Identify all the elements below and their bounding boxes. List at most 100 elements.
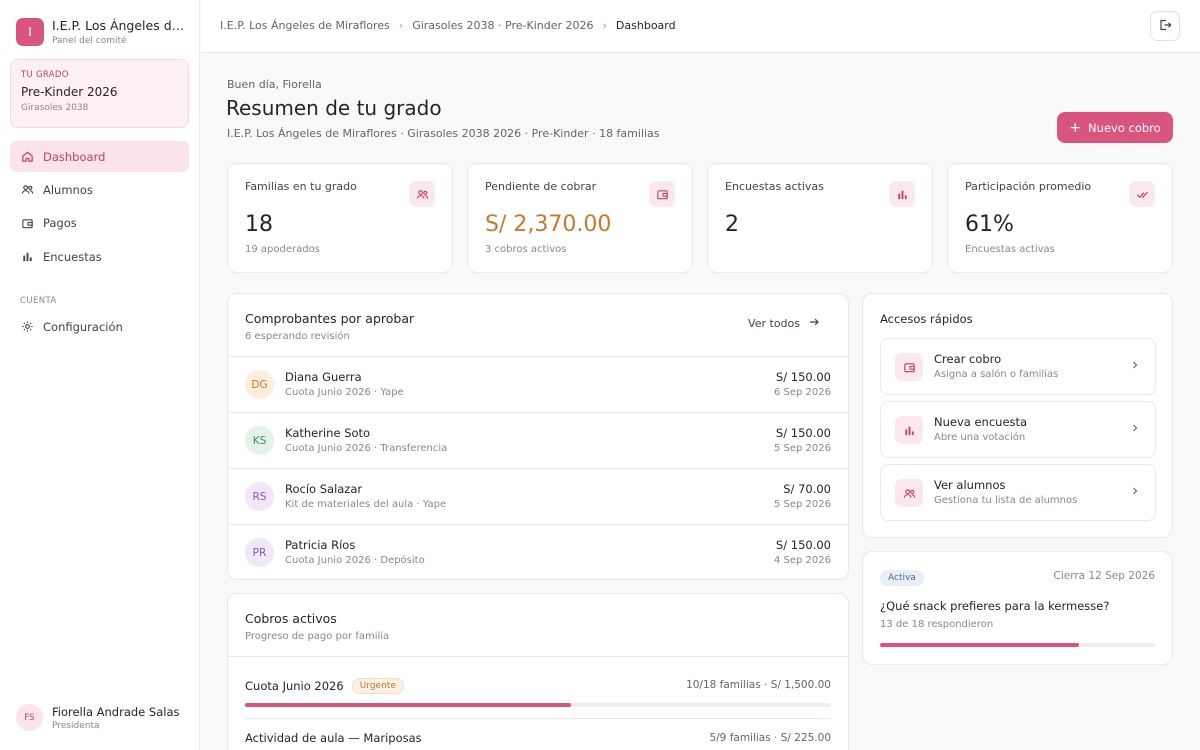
avatar: KS (245, 426, 274, 455)
row-description: Cuota Junio 2026 · Yape (285, 387, 404, 398)
brand-logo: I (16, 18, 44, 46)
charge-item[interactable]: Cuota Junio 2026 Urgente 10/18 familias … (245, 657, 831, 719)
nav-label: Pagos (43, 216, 77, 231)
stat-card-families: Familias en tu grado 18 19 apoderados (227, 163, 453, 273)
user-profile[interactable]: FS Fiorella Andrade Salas Presidenta (16, 704, 180, 731)
active-charges-card: Cobros activos Progreso de pago por fami… (227, 593, 849, 750)
quick-title: Crear cobro (934, 352, 1002, 366)
stat-label: Participación promedio (965, 180, 1092, 193)
row-date: 6 Sep 2026 (773, 387, 831, 398)
breadcrumb-grade[interactable]: Girasoles 2038 · Pre-Kinder 2026 (412, 19, 594, 32)
grade-card[interactable]: TU GRADO Pre-Kinder 2026 Girasoles 2038 (10, 59, 189, 128)
nav-label: Encuestas (43, 249, 102, 264)
breadcrumb: I.E.P. Los Ángeles de Miraflores › Giras… (220, 19, 676, 32)
avatar: PR (245, 538, 274, 567)
new-charge-label: Nuevo cobro (1088, 120, 1161, 135)
bar-chart-icon (20, 250, 34, 264)
brand-subtitle: Panel del comité (52, 36, 127, 46)
user-name: Fiorella Andrade Salas (52, 704, 180, 719)
grade-name: Pre-Kinder 2026 (21, 85, 118, 99)
row-amount: S/ 150.00 (775, 538, 831, 552)
charge-item[interactable]: Actividad de aula — Mariposas 5/9 famili… (245, 719, 831, 750)
status-badge: Activa (880, 570, 924, 586)
double-check-icon (1129, 181, 1155, 207)
nav-item-pagos[interactable]: Pagos (10, 208, 189, 239)
quick-create-charge[interactable]: Crear cobro Asigna a salón o familias (880, 338, 1156, 395)
nav-label: Configuración (43, 319, 123, 334)
new-charge-button[interactable]: + Nuevo cobro (1057, 112, 1173, 143)
quick-subtitle: Gestiona tu lista de alumnos (934, 495, 1078, 506)
stat-value: 18 (245, 212, 273, 237)
row-date: 5 Sep 2026 (773, 499, 831, 510)
charge-info: 10/18 familias · S/ 1,500.00 (686, 679, 831, 691)
active-survey-card[interactable]: Activa Cierra 12 Sep 2026 ¿Qué snack pre… (862, 551, 1173, 665)
logout-button[interactable] (1150, 11, 1180, 41)
stat-label: Pendiente de cobrar (485, 180, 597, 193)
stat-sub: 19 apoderados (245, 244, 320, 255)
table-row[interactable]: DG Diana Guerra Cuota Junio 2026 · Yape S/ … (228, 357, 848, 413)
nav-item-alumnos[interactable]: Alumnos (10, 174, 189, 205)
urgent-badge: Urgente (351, 678, 404, 694)
chevron-right-icon (1130, 422, 1140, 436)
row-amount: S/ 150.00 (775, 426, 831, 440)
wallet-icon (20, 216, 34, 230)
greeting: Buen día, Fiorella (227, 78, 322, 91)
quick-title: Nueva encuesta (934, 415, 1028, 429)
chevron-right-icon: › (602, 19, 607, 32)
survey-close-date: Cierra 12 Sep 2026 (1053, 570, 1155, 582)
row-name: Diana Guerra (285, 370, 362, 384)
quick-view-students[interactable]: Ver alumnos Gestiona tu lista de alumnos (880, 464, 1156, 521)
topbar: I.E.P. Los Ángeles de Miraflores › Giras… (201, 0, 1200, 53)
stat-value: S/ 2,370.00 (485, 212, 612, 237)
charge-name: Cuota Junio 2026 (245, 679, 344, 693)
nav-item-dashboard[interactable]: Dashboard (10, 141, 189, 172)
nav-item-configuracion[interactable]: Configuración (10, 311, 189, 342)
see-all-label: Ver todos (748, 317, 800, 330)
grade-tag: TU GRADO (21, 70, 69, 80)
breadcrumb-school[interactable]: I.E.P. Los Ángeles de Miraflores (220, 19, 390, 32)
bar-chart-icon (895, 416, 923, 444)
page-title: Resumen de tu grado (226, 96, 442, 120)
table-row[interactable]: KS Katherine Soto Cuota Junio 2026 · Trans… (228, 413, 848, 469)
stat-value: 2 (725, 212, 739, 237)
brand[interactable]: I I.E.P. Los Ángeles de Miraflores Panel… (16, 18, 188, 46)
page-subtitle: I.E.P. Los Ángeles de Miraflores · Giras… (227, 127, 660, 140)
nav-label: Dashboard (43, 149, 106, 164)
wallet-icon (649, 181, 675, 207)
arrow-right-icon (808, 316, 820, 331)
nav-item-encuestas[interactable]: Encuestas (10, 241, 189, 272)
breadcrumb-current: Dashboard (615, 19, 676, 32)
chevron-right-icon: › (398, 19, 404, 32)
quick-new-survey[interactable]: Nueva encuesta Abre una votación (880, 401, 1156, 458)
chevron-right-icon (1130, 485, 1140, 499)
quick-access-card: Accesos rápidos Crear cobro Asigna a sal… (862, 293, 1173, 538)
gear-icon (20, 320, 34, 334)
avatar: RS (245, 482, 274, 511)
users-icon (409, 181, 435, 207)
card-title: Comprobantes por aprobar (245, 311, 415, 326)
stat-card-participation: Participación promedio 61% Encuestas act… (947, 163, 1173, 273)
avatar: FS (16, 704, 43, 731)
charge-name: Actividad de aula — Mariposas (245, 731, 422, 745)
stat-card-surveys: Encuestas activas 2 (707, 163, 933, 273)
card-subtitle: Progreso de pago por familia (245, 631, 390, 642)
row-description: Cuota Junio 2026 · Transferencia (285, 443, 448, 454)
users-icon (895, 479, 923, 507)
stat-label: Encuestas activas (725, 180, 824, 193)
row-date: 4 Sep 2026 (773, 555, 831, 566)
nav-label: Alumnos (43, 182, 93, 197)
table-row[interactable]: RS Rocío Salazar Kit de materiales del aul… (228, 469, 848, 525)
sidebar: I I.E.P. Los Ángeles de Miraflores Panel… (0, 0, 200, 750)
avatar: DG (245, 370, 274, 399)
see-all-link[interactable]: Ver todos (748, 316, 820, 331)
stat-sub: 3 cobros activos (485, 244, 567, 255)
progress-fill (880, 643, 1079, 647)
survey-count: 13 de 18 respondieron (880, 619, 994, 630)
pending-receipts-card: Comprobantes por aprobar 6 esperando rev… (227, 293, 849, 580)
bar-chart-icon (889, 181, 915, 207)
row-amount: S/ 70.00 (783, 482, 831, 496)
stat-sub: Encuestas activas (965, 244, 1055, 255)
progress-track (245, 703, 831, 707)
table-row[interactable]: PR Patricia Ríos Cuota Junio 2026 · Depósi… (228, 525, 848, 579)
stat-label: Familias en tu grado (245, 180, 357, 193)
